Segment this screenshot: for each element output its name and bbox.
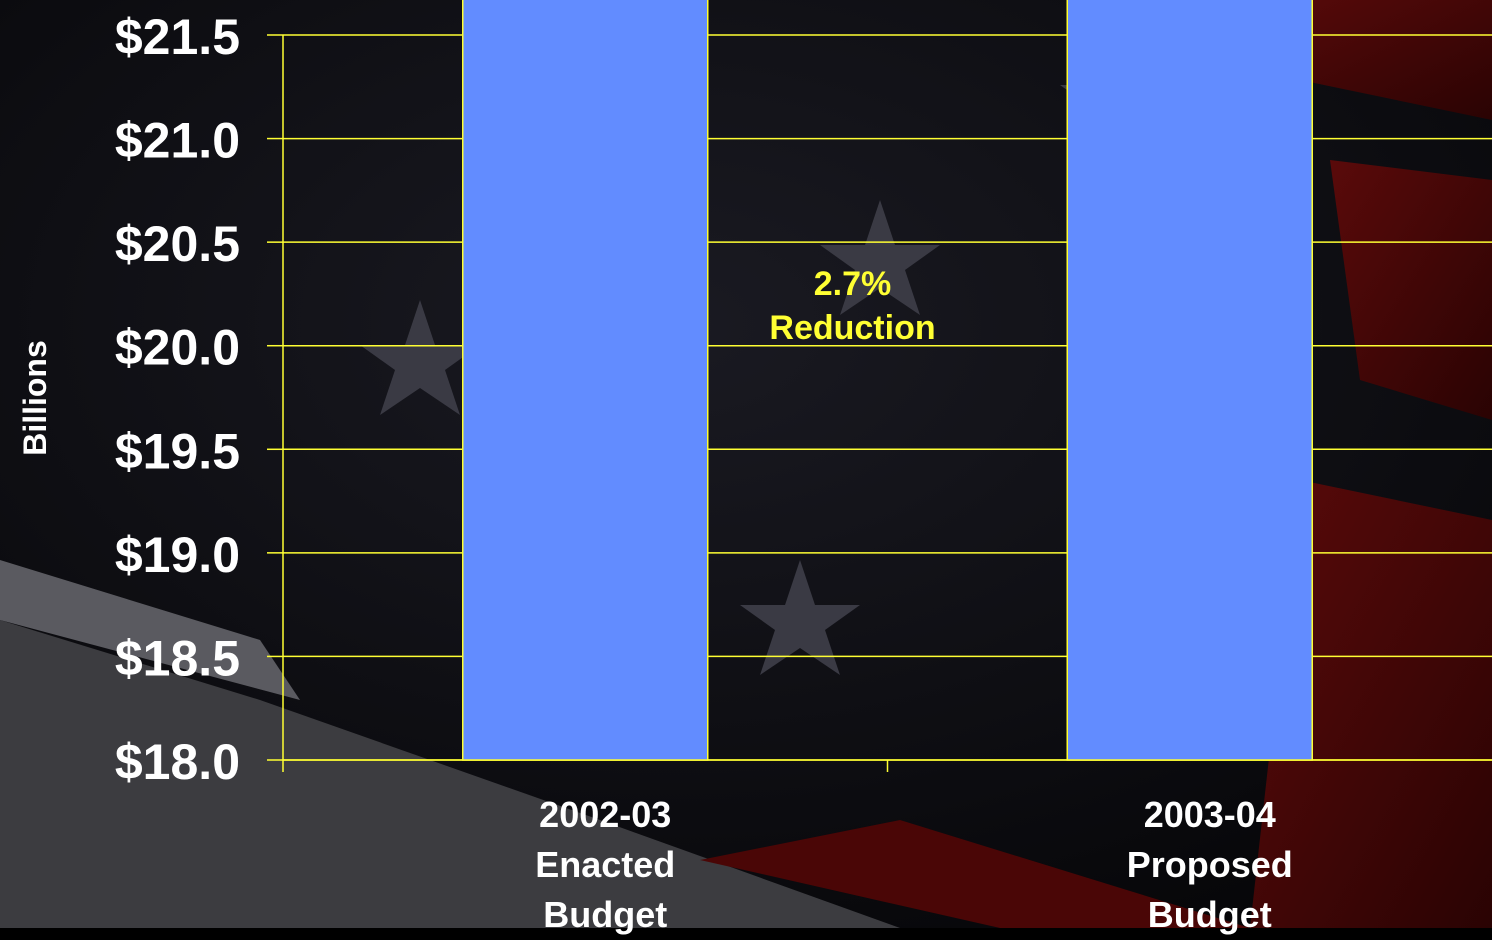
y-tick-label: $18.5 bbox=[115, 630, 240, 686]
y-tick-label: $20.0 bbox=[115, 320, 240, 376]
x-tick-label: 2002-03 Enacted Budget bbox=[535, 794, 676, 935]
y-tick-label: $19.0 bbox=[115, 527, 240, 583]
bar-segment bbox=[1066, 0, 1313, 761]
y-tick-label: $21.0 bbox=[115, 113, 240, 169]
y-tick-label: $20.5 bbox=[115, 216, 240, 272]
flag-stripe bbox=[0, 560, 300, 700]
x-tick-label: 2003-04 Proposed Budget bbox=[1126, 794, 1293, 935]
y-axis-label: Billions bbox=[17, 340, 53, 456]
flag-stripe bbox=[0, 620, 900, 928]
y-tick-label: $18.0 bbox=[115, 734, 240, 790]
y-tick-label: $21.5 bbox=[115, 9, 240, 65]
flag-stripe bbox=[1330, 160, 1492, 420]
flag-stripe bbox=[700, 820, 1250, 928]
y-tick-label: $19.5 bbox=[115, 423, 240, 479]
bar-segment bbox=[462, 0, 709, 761]
annotation: 2.7% Reduction bbox=[769, 265, 936, 347]
